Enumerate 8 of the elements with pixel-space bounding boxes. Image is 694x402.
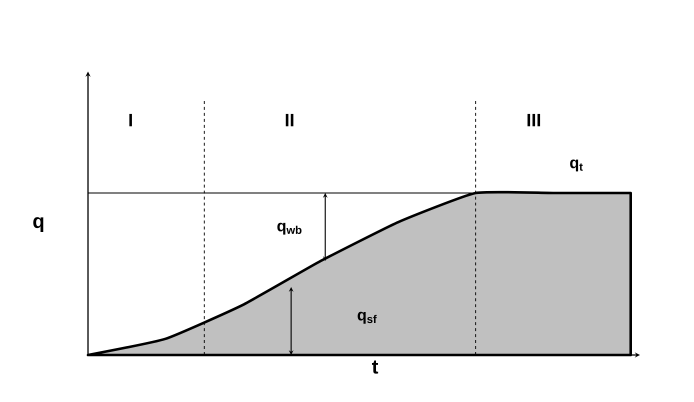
x-axis-title: t	[372, 360, 378, 374]
annotation: q$_{wb}$	[277, 222, 302, 235]
annotation: q$_{sf}$	[358, 312, 377, 324]
y-axis-title: q	[33, 217, 44, 232]
text: III	[528, 114, 540, 126]
text: II	[286, 114, 294, 126]
text: I	[129, 114, 132, 126]
text: q$_{t}$	[570, 160, 583, 172]
